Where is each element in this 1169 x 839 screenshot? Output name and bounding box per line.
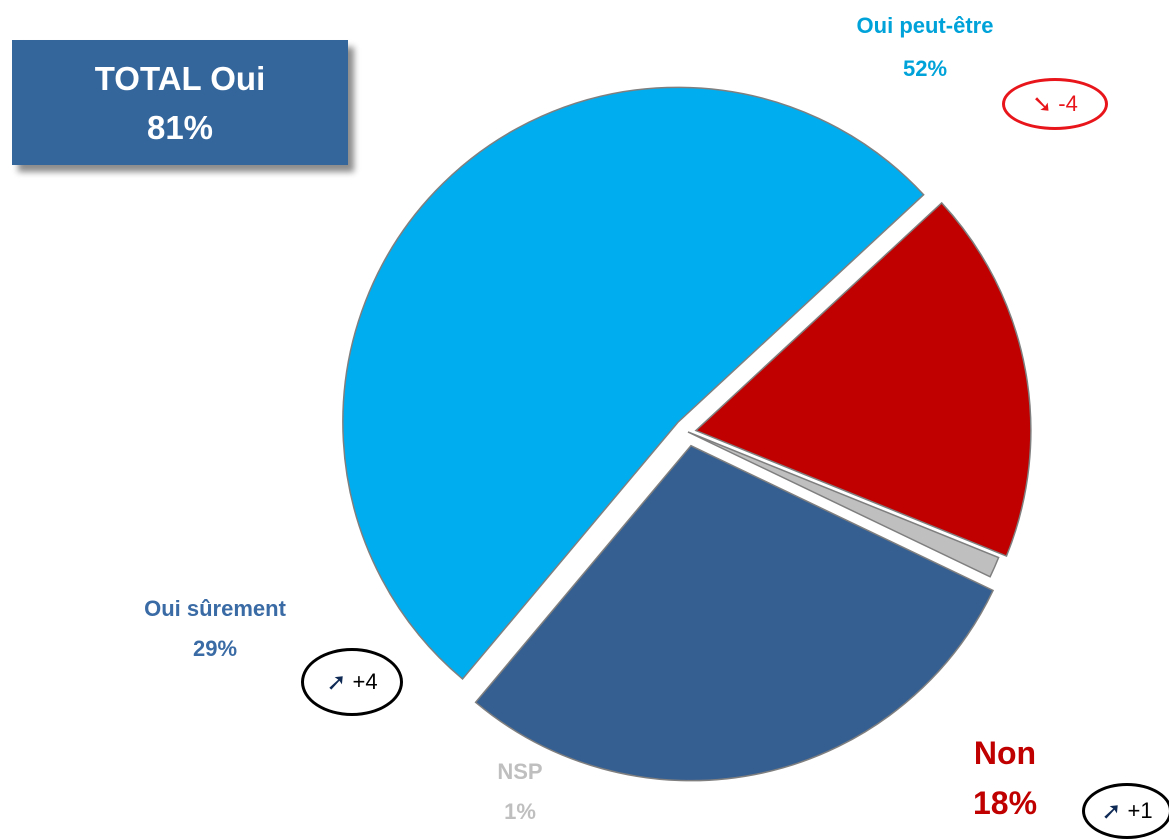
change-badge-oui-peut-etre: ➘ -4 [1002, 78, 1108, 130]
label-non: Non 18% [935, 728, 1075, 828]
label-oui-peut-etre-value: 52% [902, 56, 948, 81]
arrow-up-right-icon: ➚ [326, 668, 347, 696]
change-badge-non: ➚ +1 [1082, 783, 1169, 839]
total-oui-box: TOTAL Oui 81% [12, 40, 348, 165]
arrow-up-right-icon: ➚ [1101, 797, 1122, 825]
change-value-non: +1 [1127, 798, 1153, 823]
label-non-value: 18% [972, 785, 1038, 821]
label-non-name: Non [973, 735, 1037, 771]
total-oui-value: 81% [146, 108, 214, 146]
label-nsp-name: NSP [497, 759, 543, 784]
pie-slice-non [694, 201, 1032, 558]
total-oui-title: TOTAL Oui [94, 59, 266, 97]
pie-slice-oui-peut-tre [342, 86, 925, 681]
label-oui-peut-etre-name: Oui peut-être [856, 13, 994, 38]
label-oui-surement: Oui sûrement 29% [100, 589, 330, 669]
change-badge-oui-surement: ➚ +4 [301, 648, 403, 716]
change-value-oui-peut-etre: -4 [1058, 91, 1078, 116]
label-nsp-value: 1% [504, 799, 536, 824]
label-oui-surement-name: Oui sûrement [144, 596, 286, 621]
pie-slice-nsp [687, 431, 1000, 578]
label-oui-peut-etre: Oui peut-être 52% [800, 4, 1050, 90]
change-value-oui-surement: +4 [352, 669, 378, 694]
pie-slice-oui-s-rement [474, 444, 995, 782]
label-nsp: NSP 1% [460, 752, 580, 832]
arrow-down-right-icon: ➘ [1032, 90, 1053, 118]
label-oui-surement-value: 29% [192, 636, 238, 661]
